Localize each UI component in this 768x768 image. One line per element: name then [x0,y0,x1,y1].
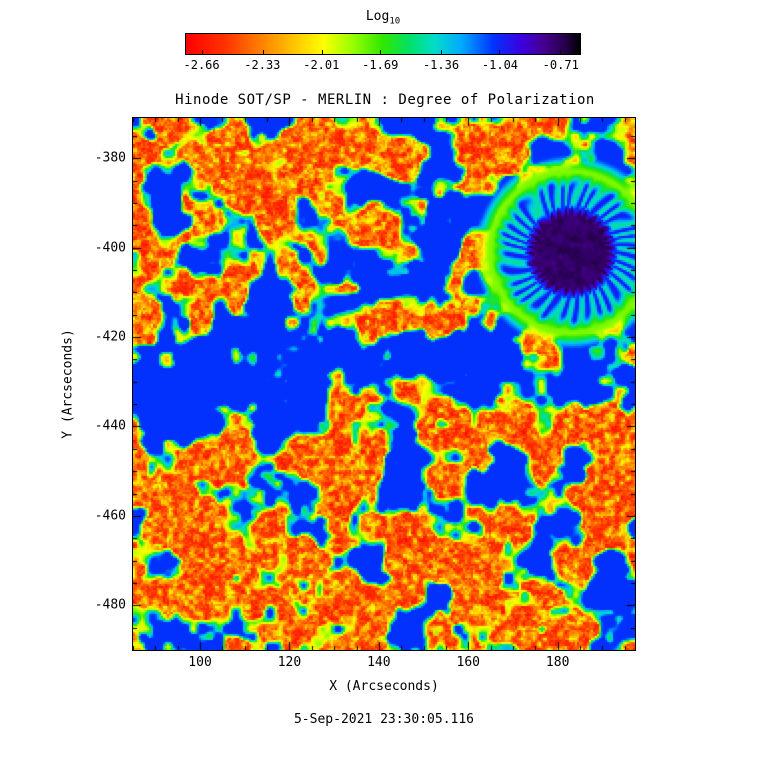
colorbar-tick-label: -0.71 [542,58,579,72]
y-tick-label: -480 [94,597,126,613]
colorbar-tick-mark [262,50,264,54]
plot-area: Y (Arcseconds) X (Arcseconds) 100 120 140 1… [61,117,636,694]
colorbar-tick-label: -1.36 [422,58,460,72]
colorbar-gradient [185,33,581,55]
colorbar-tick-mark [380,50,382,54]
heatmap-canvas [132,117,636,651]
colorbar-tick-label: -2.01 [303,58,340,72]
colorbar-tick-mark [559,50,561,54]
y-tick-label: -460 [94,508,126,524]
plot-title: Hinode SOT/SP - MERLIN : Degree of Polar… [175,92,595,108]
x-tick-label: 120 [277,655,302,670]
colorbar-tick-labels: -2.66 -2.33 -2.01 -1.69 -1.36 -1.04 -0.71 [183,58,581,73]
colorbar-title-sub: 10 [389,16,401,27]
x-tick-label: 180 [545,655,570,670]
x-tick-label: 140 [367,655,391,670]
colorbar-title: Log10 [185,9,581,27]
colorbar-tick-mark [440,50,442,54]
colorbar-tick-mark [321,50,323,54]
colorbar-tick-label: -2.66 [183,58,220,72]
x-tick-label: 100 [188,655,212,670]
colorbar-tick-label: -1.69 [362,58,399,72]
x-axis-label: X (Arcseconds) [329,679,439,694]
timestamp: 5-Sep-2021 23:30:05.116 [293,712,474,727]
x-tick-label: 160 [456,655,480,670]
y-tick-label: -440 [94,418,126,434]
y-tick-label: -420 [94,329,126,345]
colorbar-tick-mark [499,50,501,54]
y-axis-label: Y (Arcseconds) [60,329,76,439]
colorbar-tick-mark [202,50,204,54]
y-tick-label: -400 [94,240,126,256]
colorbar: Log10 -2.66 -2.33 -2.01 -1.69 -1.36 -1.04 -0.7… [183,9,581,73]
colorbar-tick-label: -2.33 [244,58,281,72]
colorbar-tick-label: -1.04 [481,58,519,72]
colorbar-title-main: Log [365,9,390,24]
y-tick-label: -380 [94,150,126,166]
